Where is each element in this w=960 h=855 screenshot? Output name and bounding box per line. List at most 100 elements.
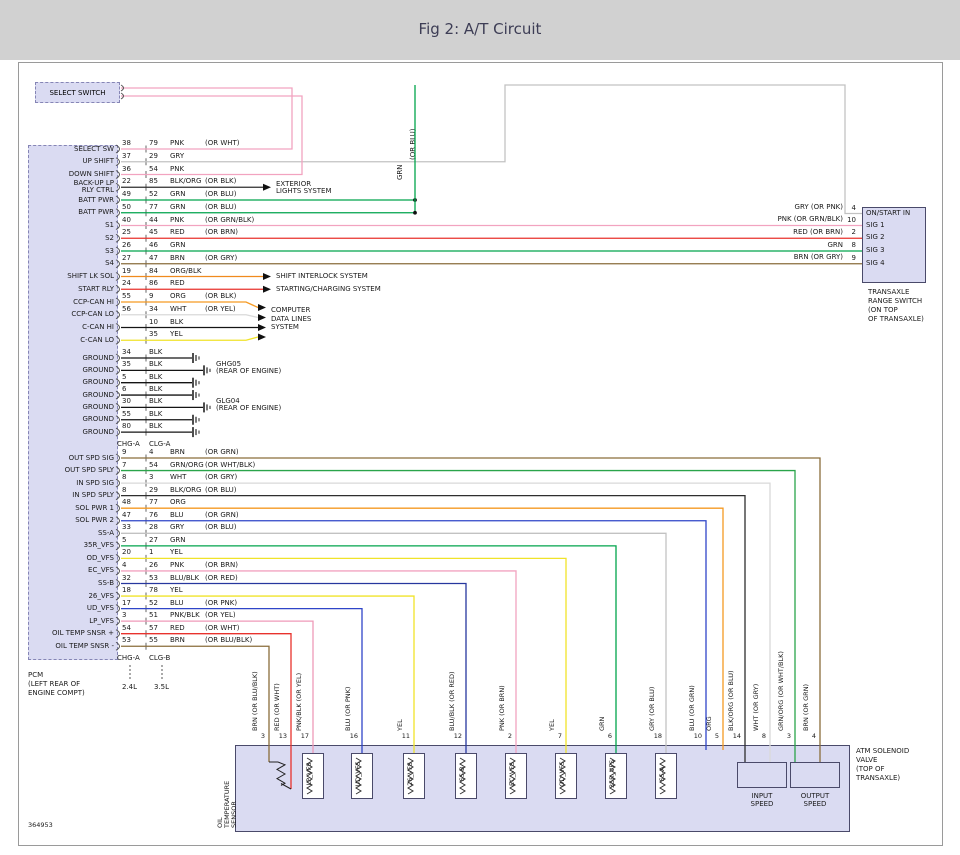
connector-notch [115,144,120,154]
range-switch-pin: 9 [851,253,856,262]
pcm-pin-label: OIL TEMP SNSR - [55,641,114,650]
connector-label: CHG-A [117,654,140,662]
wire [121,95,303,176]
pin-number: 4 [122,560,127,569]
transaxle-range-switch-caption: TRANSAXLE RANGE SWITCH (ON TOP OF TRANSA… [868,288,924,323]
pin-number: 7 [122,460,127,469]
solenoid-pin-number: 8 [761,732,766,740]
pcm-pin-label: OD_VFS [86,553,114,562]
pin-number: 80 [122,422,131,431]
arrowhead-icon [258,324,266,331]
pin-number: 47 [149,253,158,262]
connector-notch [115,553,120,563]
wire-color-label: BLU [170,598,184,607]
connector-notch [115,629,120,639]
pcm-pin-label: CCP-CAN HI [73,297,114,306]
solenoid-pin-number: 2 [507,732,512,740]
connector-notch [115,259,120,269]
coil-icon [407,757,414,795]
pcm-pin-label: BATT PWR [78,208,114,217]
pcm-pin-label: EC_VFS [88,566,114,575]
pin-number: 17 [122,598,131,607]
pin-number: 24 [122,279,131,288]
wire [121,570,517,753]
pcm-pin-label: GROUND [82,365,114,374]
connector-notch [115,353,120,363]
wire [121,557,567,753]
connector-notch [115,310,120,320]
pcm-pin-label: IN SPD SPLY [72,491,114,500]
solenoid-pin-number: 10 [693,732,702,740]
arrowhead-icon [258,314,266,321]
pin-number: 79 [149,139,158,147]
connector-notch [115,466,120,475]
pcm-pin-label: IN SPD SIG [76,478,114,487]
pin-number: 6 [122,385,127,394]
coil-icon [609,757,616,795]
pcm-pin-label: UP SHIFT [82,157,114,166]
range-wire-label: BRN (OR GRY) [793,253,843,262]
pin-number: 4 [149,448,154,456]
range-switch-pin: 2 [851,228,856,237]
wire-color-label: BRN [170,448,185,456]
wire-color-label: YEL [170,548,183,557]
wire [121,633,292,789]
pin-number: 29 [149,151,158,160]
wire [121,582,467,753]
wire-color-alt-label: (OR BLU) [205,190,237,198]
pin-number: 33 [122,523,131,532]
pin-number: 37 [122,151,131,160]
connector-notch [115,233,120,243]
wire-color-alt-label: (OR BLU/BLK) [205,636,253,645]
pin-number: 55 [149,636,158,645]
pcm-pin-label: OUT SPD SPLY [64,466,114,475]
wire-color-alt-label: (OR RED) [205,573,238,582]
connector-notch [115,641,120,651]
resistor-icon [275,761,287,786]
wire-color-label: PNK [170,139,185,147]
connector-notch [115,503,120,513]
wire-color-label: ORG [170,498,186,507]
engine-variant-label: 2.4L [122,683,138,691]
wire-color-alt-label: (OR BLU) [205,485,237,494]
solenoid-pin-number: 14 [732,732,741,740]
pin-number: 54 [149,460,158,469]
range-wire-label: RED (OR BRN) [793,227,843,236]
wire-color-label: BRN [170,636,185,645]
pin-number: 52 [149,598,158,607]
connector-notch [115,208,120,218]
connector-notch [120,84,124,92]
system-label-exterior-lights: EXTERIOR LIGHTS SYSTEM [276,180,332,195]
wire-color-alt-label: (OR BLU) [205,202,237,211]
wire [121,85,416,214]
range-wire-label: GRN [827,240,843,249]
pcm-pin-label: GROUND [82,415,114,424]
pcm-pin-label: GROUND [82,402,114,411]
wire-color-alt-label: (OR GRN) [205,510,239,519]
system-label-shift-interlock: SHIFT INTERLOCK SYSTEM [276,272,368,280]
wire-color-label: BLK/ORG [170,485,202,494]
wire-color-alt-label: (OR WHT) [205,623,240,632]
wire-color-label: BLK [149,348,163,356]
pin-number: 34 [149,304,158,313]
pin-number: 49 [122,190,131,198]
pcm-box [28,145,118,660]
range-switch-row-label: SIG 3 [866,246,885,254]
coil-icon [659,757,666,795]
solenoid-pin-number: 13 [278,732,287,740]
solenoid-pin-number: 17 [300,732,309,740]
coil-icon [459,757,466,795]
connector-notch [115,402,120,412]
arrowhead-icon [258,304,266,311]
solenoid-pin-number: 11 [401,732,410,740]
wire-color-label: BLK [170,317,184,326]
arrowhead-icon [263,285,271,293]
connector-notch [115,516,120,526]
connector-label: CLG-A [149,440,171,448]
pcm-pin-label: GROUND [82,353,114,362]
pin-number: 77 [149,498,158,507]
coil-icon [306,757,313,795]
wire-color-label: BLK [149,385,163,394]
input-speed-box [737,762,787,788]
